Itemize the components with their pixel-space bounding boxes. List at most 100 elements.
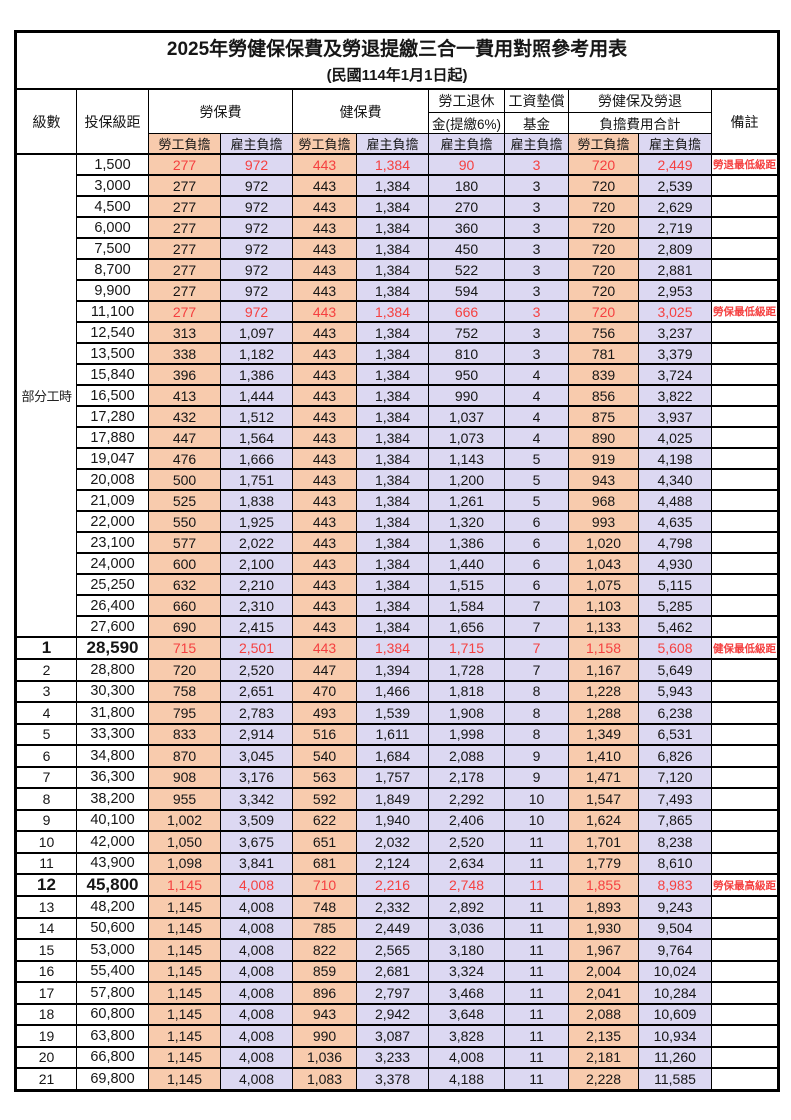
cell-total-employer: 5,608 <box>638 636 712 660</box>
table-row: 27,600 690 2,415 443 1,384 1,656 7 1,133 5,462 <box>16 615 780 638</box>
cell-total-employee: 1,701 <box>568 830 639 854</box>
cell-total-employer: 10,609 <box>638 1002 712 1026</box>
cell-total-employer: 4,635 <box>638 510 712 533</box>
cell-insured-bracket: 26,400 <box>76 594 149 617</box>
cell-pension-employer: 3,324 <box>428 959 505 983</box>
header-health-insurance: 健保費 <box>292 88 429 134</box>
cell-labor-ins-employer: 4,008 <box>220 873 293 897</box>
table-row: 7 36,300 908 3,176 563 1,757 2,178 9 1,471 7,120 <box>15 765 780 789</box>
cell-remark <box>710 701 780 725</box>
table-row: 8,700 277 972 443 1,384 522 3 720 2,881 <box>16 258 780 281</box>
cell-level: 12 <box>15 873 77 897</box>
cell-wage-fund-employer: 3 <box>504 153 569 176</box>
table-row: 10 42,000 1,050 3,675 651 2,032 2,520 11 1,701 8,… <box>15 830 780 854</box>
header-labor-insurance: 勞保費 <box>148 88 293 134</box>
cell-labor-ins-employee: 833 <box>148 722 221 746</box>
cell-health-ins-employee: 443 <box>292 510 357 533</box>
cell-health-ins-employee: 443 <box>292 468 357 491</box>
cell-remark <box>710 959 780 983</box>
table-row: 11,100 277 972 443 1,384 666 3 720 3,025 勞保最低級距 <box>16 300 780 323</box>
cell-health-ins-employee: 443 <box>292 279 357 302</box>
cell-health-ins-employer: 1,384 <box>356 174 429 197</box>
cell-health-ins-employee: 443 <box>292 300 357 323</box>
cell-remark <box>710 468 780 491</box>
cell-insured-bracket: 36,300 <box>76 765 149 789</box>
cell-total-employer: 3,025 <box>638 300 712 323</box>
cell-health-ins-employer: 1,384 <box>356 594 429 617</box>
cell-total-employer: 7,120 <box>638 765 712 789</box>
cell-health-ins-employer: 2,565 <box>356 938 429 962</box>
cell-labor-ins-employer: 2,310 <box>220 594 293 617</box>
cell-health-ins-employer: 1,940 <box>356 808 429 832</box>
cell-wage-fund-employer: 5 <box>504 489 569 512</box>
cell-total-employer: 11,585 <box>638 1067 712 1091</box>
cell-labor-ins-employer: 1,386 <box>220 363 293 386</box>
cell-health-ins-employee: 785 <box>292 916 357 940</box>
cell-insured-bracket: 40,100 <box>76 808 149 832</box>
cell-remark: 健保最低級距 <box>710 636 780 660</box>
cell-remark <box>710 174 780 197</box>
cell-labor-ins-employee: 413 <box>148 384 221 407</box>
cell-insured-bracket: 16,500 <box>76 384 149 407</box>
cell-total-employee: 839 <box>568 363 639 386</box>
cell-labor-ins-employer: 4,008 <box>220 895 293 919</box>
cell-total-employer: 8,610 <box>638 851 712 875</box>
cell-wage-fund-employer: 5 <box>504 468 569 491</box>
table-row: 21 69,800 1,145 4,008 1,083 3,378 4,188 11 2,228… <box>15 1067 780 1091</box>
cell-labor-ins-employer: 3,342 <box>220 787 293 811</box>
cell-level: 11 <box>15 851 77 875</box>
cell-total-employee: 1,349 <box>568 722 639 746</box>
cell-level: 18 <box>15 1002 77 1026</box>
cell-total-employee: 1,855 <box>568 873 639 897</box>
cell-pension-employer: 2,520 <box>428 830 505 854</box>
cell-total-employee: 1,043 <box>568 552 639 575</box>
table-row: 21,009 525 1,838 443 1,384 1,261 5 968 4,488 <box>16 489 780 512</box>
table-row: 25,250 632 2,210 443 1,384 1,515 6 1,075 5,115 <box>16 573 780 596</box>
cell-wage-fund-employer: 11 <box>504 1002 569 1026</box>
cell-total-employer: 3,937 <box>638 405 712 428</box>
cell-pension-employer: 1,143 <box>428 447 505 470</box>
cell-pension-employer: 1,728 <box>428 658 505 682</box>
cell-total-employee: 720 <box>568 258 639 281</box>
cell-remark <box>710 594 780 617</box>
cell-wage-fund-employer: 6 <box>504 552 569 575</box>
cell-health-ins-employer: 1,384 <box>356 426 429 449</box>
cell-health-ins-employee: 896 <box>292 981 357 1005</box>
cell-total-employee: 875 <box>568 405 639 428</box>
table-row: 14 50,600 1,145 4,008 785 2,449 3,036 11 1,930 9,… <box>15 916 780 940</box>
cell-total-employer: 9,243 <box>638 895 712 919</box>
cell-remark <box>710 1045 780 1069</box>
cell-insured-bracket: 28,800 <box>76 658 149 682</box>
cell-total-employer: 2,719 <box>638 216 712 239</box>
cell-wage-fund-employer: 11 <box>504 1045 569 1069</box>
header-health-employer: 雇主負擔 <box>356 133 429 155</box>
cell-level: 17 <box>15 981 77 1005</box>
cell-total-employee: 720 <box>568 279 639 302</box>
cell-labor-ins-employer: 2,415 <box>220 615 293 638</box>
cell-remark <box>710 216 780 239</box>
cell-insured-bracket: 7,500 <box>76 237 149 260</box>
cell-total-employer: 7,865 <box>638 808 712 832</box>
cell-pension-employer: 90 <box>428 153 505 176</box>
cell-labor-ins-employee: 476 <box>148 447 221 470</box>
cell-labor-ins-employer: 2,501 <box>220 636 293 660</box>
cell-wage-fund-employer: 9 <box>504 744 569 768</box>
cell-wage-fund-employer: 6 <box>504 510 569 533</box>
cell-labor-ins-employee: 1,145 <box>148 1024 221 1048</box>
header-total-line1: 勞健保及勞退 <box>568 88 712 113</box>
cell-labor-ins-employee: 1,145 <box>148 1067 221 1091</box>
cell-total-employee: 968 <box>568 489 639 512</box>
cell-health-ins-employee: 859 <box>292 959 357 983</box>
cell-remark <box>710 531 780 554</box>
cell-wage-fund-employer: 11 <box>504 981 569 1005</box>
cell-health-ins-employee: 443 <box>292 489 357 512</box>
cell-remark <box>710 573 780 596</box>
cell-health-ins-employee: 470 <box>292 679 357 703</box>
table-row: 7,500 277 972 443 1,384 450 3 720 2,809 <box>16 237 780 260</box>
cell-labor-ins-employer: 4,008 <box>220 938 293 962</box>
cell-health-ins-employer: 1,384 <box>356 636 429 660</box>
cell-health-ins-employer: 1,384 <box>356 321 429 344</box>
cell-wage-fund-employer: 3 <box>504 258 569 281</box>
table-row: 6 34,800 870 3,045 540 1,684 2,088 9 1,410 6,826 <box>15 744 780 768</box>
cell-level: 3 <box>15 679 77 703</box>
